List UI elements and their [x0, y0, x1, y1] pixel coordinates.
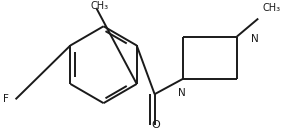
Text: N: N: [178, 88, 185, 98]
Text: CH₃: CH₃: [90, 1, 108, 11]
Text: O: O: [152, 120, 160, 130]
Text: N: N: [251, 34, 259, 44]
Text: CH₃: CH₃: [262, 3, 281, 13]
Text: F: F: [3, 94, 8, 104]
